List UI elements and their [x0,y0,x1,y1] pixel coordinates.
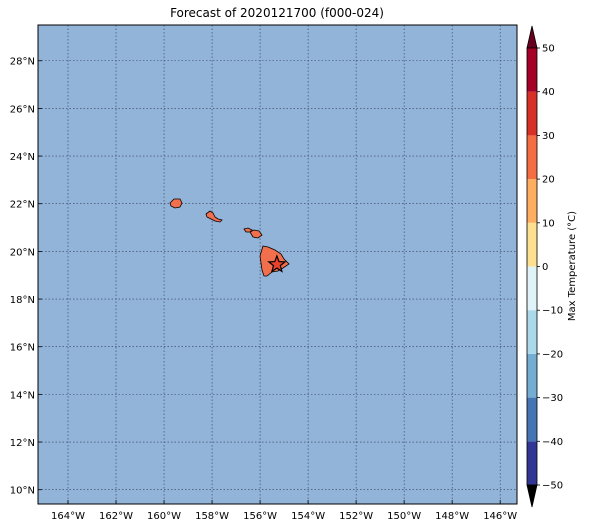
island-molokai [243,227,253,233]
lon-tick-label: 152°W [339,511,373,522]
colorbar-bin [527,266,537,311]
colorbar-ticks: −50 −40 −30 −20 −10 0 10 20 30 40 50 [537,44,563,492]
colorbar-tick-label: 40 [542,87,555,98]
lat-tick-label: 22°N [10,200,35,211]
lon-tick-label: 150°W [387,511,421,522]
gridlines [38,25,517,504]
latitude-labels: 28°N 26°N 24°N 22°N 20°N 18°N 16°N 14°N 12°N 10°N [10,57,35,497]
lat-tick-label: 28°N [10,57,35,68]
colorbar-bin [527,222,537,267]
lat-tick-label: 10°N [10,486,35,497]
lat-tick-label: 24°N [10,152,35,163]
colorbar-bin [527,441,537,485]
lon-tick-label: 146°W [483,511,517,522]
colorbar-bin [527,135,537,180]
colorbar-tick-label: 50 [542,44,555,55]
lat-tick-label: 16°N [10,343,35,354]
colorbar-tick-label: −50 [542,481,563,492]
colorbar-tick-label: −40 [542,437,563,448]
colorbar-under-arrow [526,484,538,508]
lat-tick-label: 12°N [10,438,35,449]
colorbar-bin [527,353,537,398]
lon-tick-label: 156°W [243,511,277,522]
star-marker [267,254,287,273]
map-panel: 164°W 162°W 160°W 158°W 156°W 154°W 152°W 150°W… [10,24,518,522]
island-maui [249,229,263,239]
colorbar-bin [527,397,537,442]
colorbar-bin [527,48,537,92]
lon-tick-label: 162°W [99,511,133,522]
lon-tick-label: 164°W [51,511,85,522]
colorbar-bin [527,179,537,223]
colorbar-label: Max Temperature (°C) [567,211,578,321]
colorbar-tick-label: 30 [542,131,555,142]
lat-tick-label: 18°N [10,295,35,306]
lat-tick-label: 26°N [10,104,35,115]
map-title: Forecast of 2020121700 (f000-024) [170,6,384,20]
map-frame [37,24,518,505]
colorbar-tick-label: −10 [542,306,563,317]
lon-tick-label: 158°W [195,511,229,522]
island-oahu [205,210,223,223]
colorbar-bin [527,91,537,136]
colorbar-bins [527,48,537,485]
colorbar-tick-label: 20 [542,175,555,186]
colorbar-tick-label: −30 [542,393,563,404]
lon-tick-label: 148°W [435,511,469,522]
lat-tick-label: 20°N [10,247,35,258]
colorbar-over-arrow [526,25,538,49]
longitude-labels: 164°W 162°W 160°W 158°W 156°W 154°W 152°W 150°W… [51,511,517,522]
lon-tick-label: 154°W [291,511,325,522]
colorbar-tick-label: −20 [542,349,563,360]
lat-tick-label: 14°N [10,390,35,401]
island-kauai [169,198,183,209]
colorbar-tick-label: 0 [542,262,548,273]
colorbar-tick-label: 10 [542,218,555,229]
colorbar-bin [527,310,537,354]
colorbar: −50 −40 −30 −20 −10 0 10 20 30 40 50 Max Temperatu… [526,25,578,508]
lon-tick-label: 160°W [147,511,181,522]
